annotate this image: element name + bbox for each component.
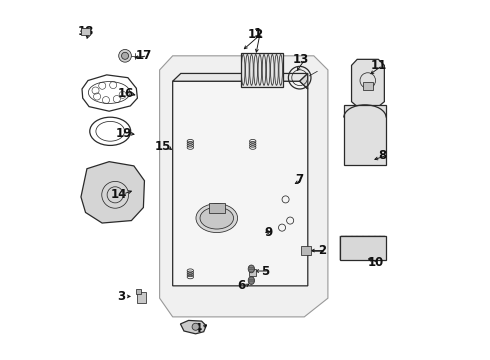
- Bar: [344, 105, 386, 165]
- Text: 13: 13: [293, 53, 309, 66]
- Bar: [137, 292, 146, 303]
- Ellipse shape: [200, 207, 234, 229]
- Text: 5: 5: [261, 265, 269, 278]
- Bar: [249, 269, 256, 276]
- Text: 3: 3: [117, 290, 125, 303]
- Ellipse shape: [196, 204, 238, 233]
- Text: 14: 14: [111, 188, 127, 201]
- Bar: [301, 246, 311, 256]
- Bar: [136, 289, 141, 294]
- Text: 19: 19: [116, 127, 132, 140]
- Text: 11: 11: [370, 59, 387, 72]
- Text: 10: 10: [368, 256, 384, 269]
- Circle shape: [119, 49, 131, 62]
- Ellipse shape: [248, 265, 254, 273]
- Text: 17: 17: [135, 49, 151, 62]
- Ellipse shape: [248, 277, 254, 284]
- Text: 4: 4: [193, 322, 201, 335]
- Text: 16: 16: [118, 87, 134, 100]
- Text: 9: 9: [265, 226, 273, 239]
- Text: 18: 18: [77, 25, 94, 38]
- Polygon shape: [81, 162, 145, 223]
- Bar: [363, 82, 373, 90]
- Polygon shape: [172, 81, 308, 286]
- Text: 12: 12: [247, 28, 264, 41]
- Polygon shape: [351, 59, 384, 107]
- Circle shape: [122, 52, 128, 59]
- Bar: [241, 53, 283, 87]
- Circle shape: [192, 323, 199, 330]
- Polygon shape: [172, 73, 308, 81]
- Text: 8: 8: [378, 149, 387, 162]
- Text: 15: 15: [155, 140, 172, 153]
- Polygon shape: [300, 73, 308, 89]
- Bar: [209, 203, 224, 213]
- Polygon shape: [160, 56, 328, 317]
- Text: 6: 6: [237, 279, 245, 292]
- Text: 1: 1: [253, 27, 261, 40]
- Bar: [340, 236, 386, 260]
- Polygon shape: [180, 320, 206, 334]
- Text: 2: 2: [318, 244, 326, 257]
- Bar: [80, 28, 91, 35]
- Text: 7: 7: [295, 173, 303, 186]
